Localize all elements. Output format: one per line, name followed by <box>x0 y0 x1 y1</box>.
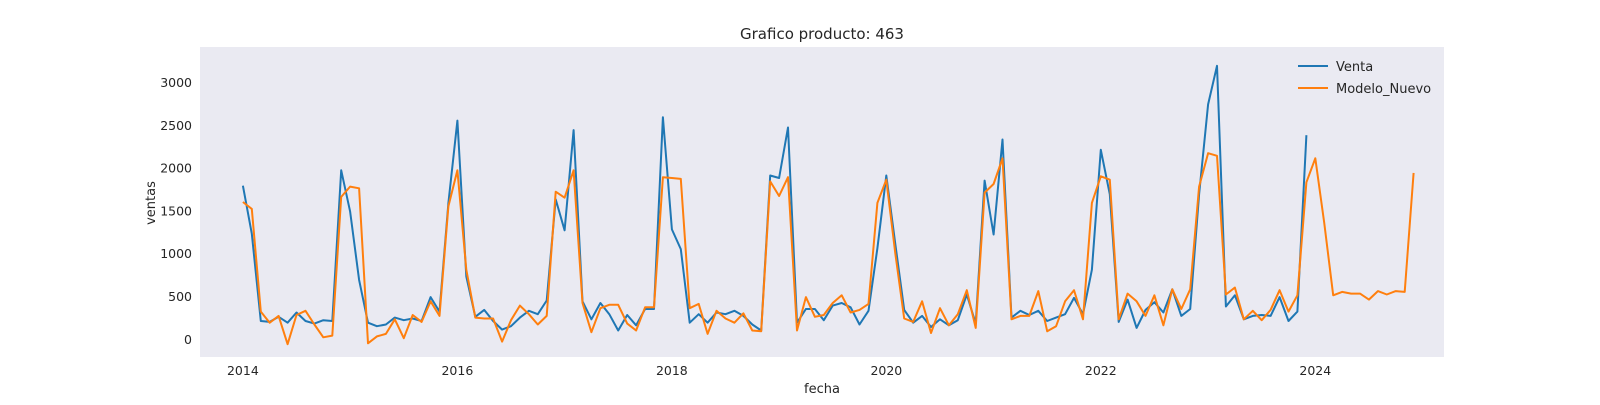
x-axis-label: fecha <box>804 382 840 397</box>
x-tick-labels: 2014 2016 2018 2020 2022 2024 <box>227 363 1331 378</box>
y-tick-label: 3000 <box>160 75 192 90</box>
x-tick-label: 2022 <box>1085 363 1117 378</box>
x-tick-label: 2014 <box>227 363 259 378</box>
y-tick-label: 1500 <box>160 203 192 218</box>
x-tick-label: 2020 <box>870 363 902 378</box>
x-tick-label: 2016 <box>441 363 473 378</box>
legend-label-modelo-nuevo: Modelo_Nuevo <box>1336 82 1431 97</box>
y-axis-label: ventas <box>144 181 159 225</box>
legend: Venta Modelo_Nuevo <box>1298 60 1431 97</box>
x-tick-label: 2024 <box>1299 363 1331 378</box>
y-tick-label: 1000 <box>160 246 192 261</box>
plot-area-background <box>200 47 1444 357</box>
x-tick-label: 2018 <box>656 363 688 378</box>
y-tick-label: 2000 <box>160 161 192 176</box>
y-tick-label: 2500 <box>160 118 192 133</box>
series-line-modelo-nuevo <box>242 152 1415 346</box>
chart-title: Grafico producto: 463 <box>740 25 904 43</box>
legend-label-venta: Venta <box>1336 60 1373 75</box>
y-tick-label: 0 <box>184 332 192 347</box>
y-tick-labels: 0 500 1000 1500 2000 2500 3000 <box>160 75 192 347</box>
series-lines <box>241 64 1415 346</box>
y-tick-label: 500 <box>168 289 192 304</box>
